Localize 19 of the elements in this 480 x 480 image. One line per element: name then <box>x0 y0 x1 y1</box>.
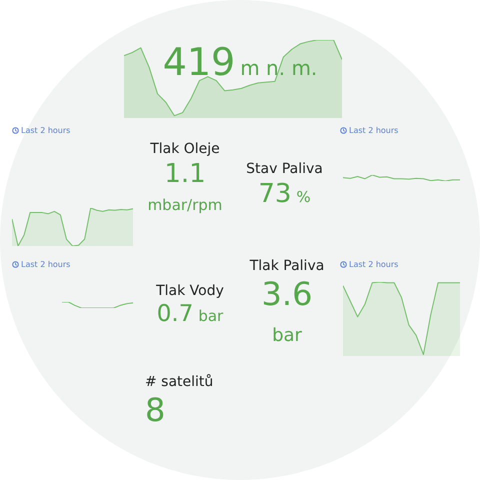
data-label: 419 <box>162 40 236 84</box>
text: % <box>296 188 311 206</box>
data-label: 1.1 <box>164 159 206 189</box>
text: Tlak Paliva <box>248 257 326 275</box>
data-label: 0.7 <box>156 301 194 327</box>
text: Tlak Vody <box>155 282 225 300</box>
text: bar <box>271 325 303 346</box>
text: bar <box>198 307 224 325</box>
text: Last 2 hours <box>21 260 70 269</box>
data-label: 73 <box>258 179 292 209</box>
text: Last 2 hours <box>349 260 398 269</box>
data-label: 3.6 <box>262 275 312 313</box>
text: Last 2 hours <box>349 126 398 135</box>
text: # satelitů <box>145 373 214 391</box>
text: Tlak Oleje <box>149 140 221 158</box>
text: mbar/rpm <box>146 196 224 214</box>
data-label: 8 <box>145 391 166 429</box>
text: Last 2 hours <box>21 126 70 135</box>
text: Stav Paliva <box>245 160 324 178</box>
